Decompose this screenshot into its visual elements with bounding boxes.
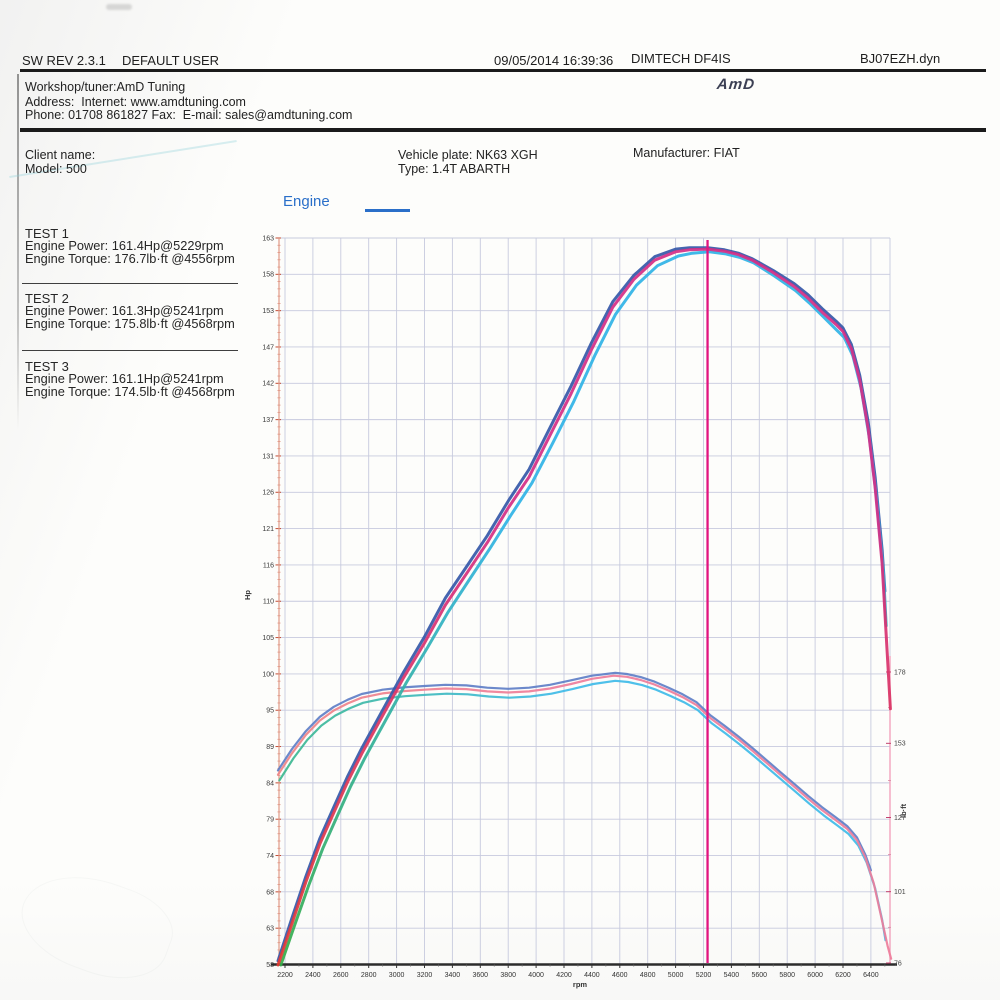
svg-text:2200: 2200	[277, 972, 293, 979]
test1-torque: Engine Torque: 176.7lb·ft @4556rpm	[25, 251, 235, 266]
svg-text:6200: 6200	[835, 972, 851, 979]
sw-rev: SW REV 2.3.1	[22, 53, 106, 68]
svg-text:116: 116	[263, 562, 274, 569]
svg-text:153: 153	[262, 308, 274, 315]
address-line: Address: Internet: www.amdtuning.com	[25, 95, 246, 109]
header-rule-top	[20, 69, 986, 72]
test1-title: TEST 1	[25, 226, 69, 241]
test1-power: Engine Power: 161.4Hp@5229rpm	[25, 238, 224, 253]
svg-text:95: 95	[266, 708, 274, 715]
workshop-line: Workshop/tuner:AmD Tuning	[25, 80, 186, 94]
svg-text:105: 105	[262, 635, 274, 642]
svg-text:3600: 3600	[473, 972, 489, 979]
power-test2-curve	[279, 250, 888, 967]
test2-power: Engine Power: 161.3Hp@5241rpm	[25, 303, 224, 318]
torque-test2-curve	[278, 679, 887, 942]
svg-text:6400: 6400	[863, 972, 879, 979]
header-rule-bottom	[20, 128, 986, 132]
svg-text:137: 137	[262, 417, 274, 424]
svg-text:178: 178	[894, 669, 906, 676]
test2-torque: Engine Torque: 175.8lb·ft @4568rpm	[25, 316, 235, 331]
svg-text:79: 79	[266, 817, 274, 824]
vehicle-plate: Vehicle plate: NK63 XGH	[398, 148, 538, 162]
svg-text:127: 127	[894, 815, 906, 822]
svg-text:6000: 6000	[807, 972, 823, 979]
svg-text:3000: 3000	[389, 972, 405, 979]
test3-torque: Engine Torque: 174.5lb·ft @4568rpm	[25, 384, 235, 399]
svg-text:5400: 5400	[724, 972, 740, 979]
svg-text:3200: 3200	[417, 972, 433, 979]
client-name-label: Client name:	[25, 148, 96, 162]
svg-text:2400: 2400	[305, 972, 321, 979]
vehicle-type: Type: 1.4T ABARTH	[398, 162, 511, 176]
svg-text:4200: 4200	[556, 972, 572, 979]
svg-text:131: 131	[262, 453, 274, 460]
svg-text:4000: 4000	[528, 972, 544, 979]
engine-legend-line	[365, 209, 410, 212]
svg-text:2800: 2800	[361, 972, 377, 979]
svg-text:lb·ft: lb·ft	[899, 803, 908, 818]
svg-text:3400: 3400	[445, 972, 461, 979]
engine-section-title: Engine	[283, 193, 330, 210]
svg-text:5800: 5800	[779, 972, 795, 979]
chart-grid: 163 158 153 147 142 137 131 126 121 116 110 105 100 9…	[262, 235, 891, 969]
svg-text:58: 58	[266, 962, 274, 969]
svg-text:3800: 3800	[500, 972, 516, 979]
device-name: DIMTECH DF4IS	[631, 51, 731, 66]
svg-text:5200: 5200	[696, 972, 712, 979]
test-separator-2	[22, 350, 238, 351]
svg-text:101: 101	[894, 889, 906, 896]
datetime: 09/05/2014 16:39:36	[494, 53, 614, 68]
svg-text:63: 63	[266, 926, 274, 933]
model-label: Model: 500	[25, 162, 87, 176]
torque-test3-curve	[276, 671, 873, 872]
phone-line: Phone: 01708 861827 Fax: E-mail: sales@a…	[25, 108, 353, 122]
svg-text:Hp: Hp	[243, 590, 252, 600]
svg-text:163: 163	[262, 235, 274, 242]
test3-title: TEST 3	[25, 359, 69, 374]
test-separator-1	[22, 283, 238, 284]
svg-text:126: 126	[262, 490, 274, 497]
torque-test1-curve	[276, 674, 893, 960]
power-test1-curve	[276, 247, 892, 967]
svg-text:153: 153	[894, 741, 906, 748]
svg-text:rpm: rpm	[573, 980, 588, 989]
svg-text:76: 76	[894, 960, 902, 967]
svg-text:110: 110	[263, 599, 274, 606]
svg-text:68: 68	[266, 889, 274, 896]
svg-text:100: 100	[262, 671, 274, 678]
svg-text:147: 147	[262, 344, 274, 351]
svg-text:158: 158	[262, 272, 274, 279]
file-name: BJ07EZH.dyn	[860, 51, 941, 66]
svg-text:5000: 5000	[668, 972, 684, 979]
test2-title: TEST 2	[25, 291, 69, 306]
power-test3-curve	[276, 246, 887, 963]
svg-text:74: 74	[266, 853, 274, 860]
svg-text:5600: 5600	[752, 972, 768, 979]
svg-text:84: 84	[266, 780, 274, 787]
svg-text:4800: 4800	[640, 972, 656, 979]
svg-text:4600: 4600	[612, 972, 628, 979]
user-name: DEFAULT USER	[122, 53, 220, 68]
svg-text:2600: 2600	[333, 972, 349, 979]
svg-text:121: 121	[262, 526, 274, 533]
svg-text:4400: 4400	[584, 972, 600, 979]
test3-power: Engine Power: 161.1Hp@5241rpm	[25, 371, 224, 386]
svg-text:89: 89	[266, 744, 274, 751]
svg-text:142: 142	[262, 381, 274, 388]
manufacturer: Manufacturer: FIAT	[633, 146, 740, 160]
